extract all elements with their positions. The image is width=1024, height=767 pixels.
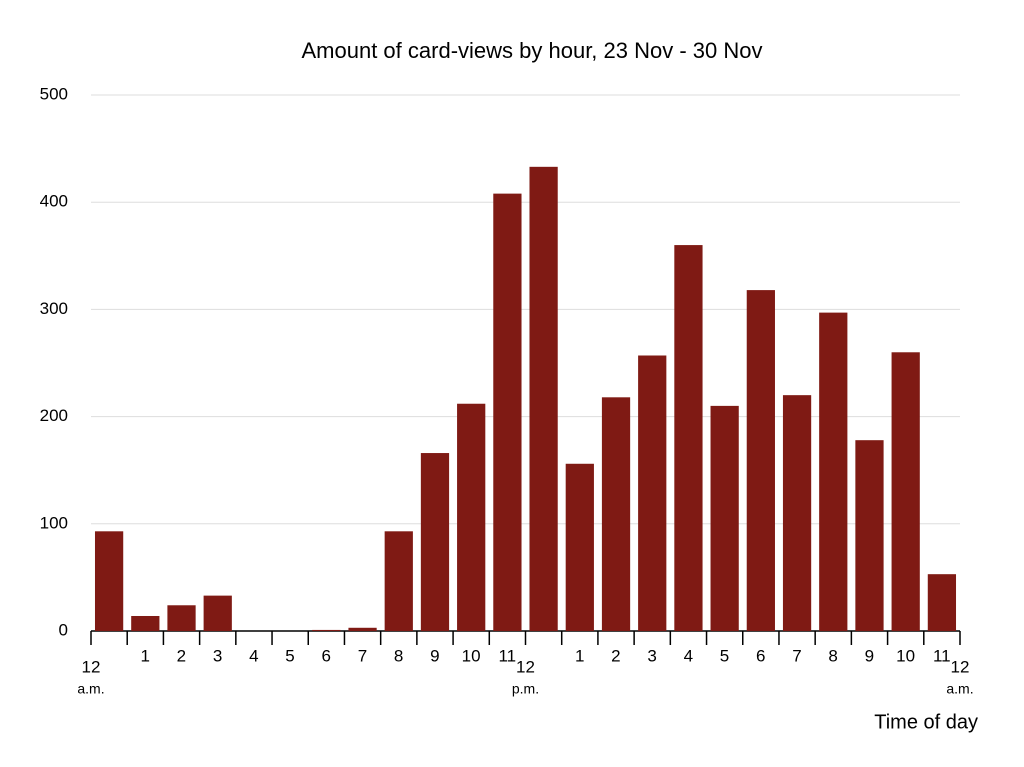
bar (493, 193, 522, 631)
bar (565, 463, 594, 631)
x-tick-label: 9 (865, 646, 874, 665)
bar (167, 605, 196, 631)
x-tick-label: 10 (462, 646, 481, 665)
x-tick-label: 11 (933, 646, 951, 665)
bar (203, 595, 232, 631)
bar (348, 627, 377, 631)
bar (674, 245, 703, 631)
bar (420, 453, 450, 631)
x-tick-label: 6 (322, 646, 331, 665)
x-tick-sublabel: a.m. (946, 681, 973, 697)
bar (855, 440, 884, 631)
x-tick-label: 3 (647, 646, 656, 665)
bar (131, 615, 160, 631)
y-tick-label: 0 (59, 620, 68, 639)
x-tick-label: 2 (611, 646, 620, 665)
x-tick-sublabel: p.m. (512, 681, 539, 697)
x-tick-label: 7 (358, 646, 367, 665)
x-tick-label: 8 (394, 646, 403, 665)
x-tick-label: 8 (828, 646, 837, 665)
x-tick-label: 5 (720, 646, 729, 665)
x-tick-label: 3 (213, 646, 222, 665)
bar (891, 352, 920, 631)
bar (819, 312, 848, 631)
x-tick-label: 1 (575, 646, 584, 665)
y-tick-label: 300 (40, 299, 68, 318)
bar (782, 395, 812, 631)
x-tick-label: 4 (684, 646, 693, 665)
x-tick-sublabel: a.m. (77, 681, 104, 697)
y-tick-label: 500 (40, 84, 68, 103)
bar (601, 397, 631, 631)
chart-title: Amount of card-views by hour, 23 Nov - 3… (302, 38, 763, 63)
bar (457, 403, 486, 631)
x-tick-label: 11 (498, 646, 516, 665)
x-tick-label: 1 (140, 646, 149, 665)
bar (384, 531, 413, 631)
x-tick-label: 10 (896, 646, 915, 665)
x-tick-label: 12 (82, 657, 101, 676)
x-tick-label: 9 (430, 646, 439, 665)
bar (529, 166, 558, 631)
bar (94, 531, 124, 631)
x-tick-label: 12 (516, 657, 535, 676)
x-tick-label: 12 (951, 657, 970, 676)
bar (927, 574, 957, 631)
bar (746, 290, 775, 631)
x-tick-label: 2 (177, 646, 186, 665)
x-tick-label: 4 (249, 646, 258, 665)
bar (312, 629, 341, 631)
x-axis-label: Time of day (874, 711, 978, 733)
bar (710, 405, 739, 631)
x-tick-label: 7 (792, 646, 801, 665)
bar (638, 355, 667, 631)
x-tick-label: 6 (756, 646, 765, 665)
y-tick-label: 200 (40, 406, 68, 425)
y-tick-label: 400 (40, 192, 68, 211)
y-tick-label: 100 (40, 513, 68, 532)
x-tick-label: 5 (285, 646, 294, 665)
